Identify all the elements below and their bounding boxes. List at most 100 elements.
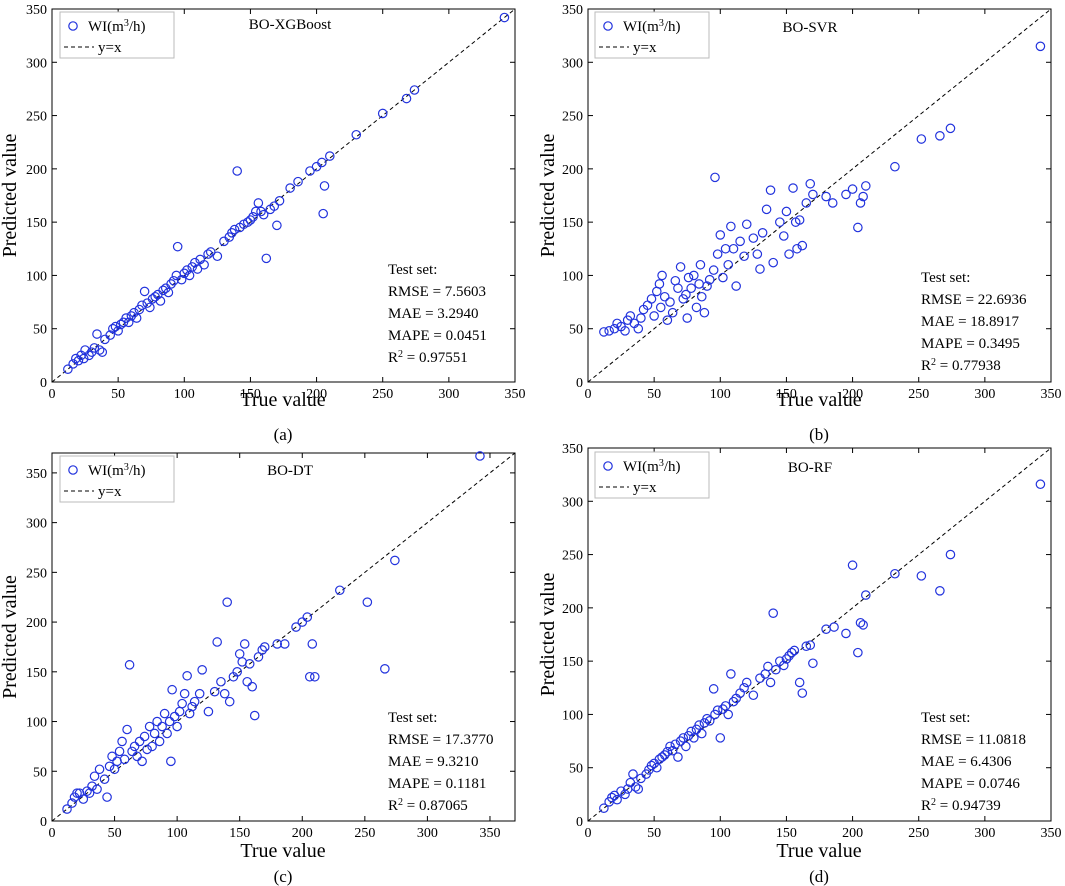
data-point [659,750,670,760]
data-point [166,756,176,767]
data-point [847,184,858,194]
data-point [686,283,696,294]
metric-value: MAPE = 0.0746 [921,776,1020,792]
y-tick-label: 300 [26,517,47,532]
data-point [203,249,213,259]
data-point [821,191,831,202]
panel-d: 0 50 100 150 200 250 300 350 0 50 100 150 200 250 300 3… [537,442,1062,886]
y-tick-label: 350 [26,3,47,18]
plot-frame [51,452,516,822]
panel-caption: (c) [274,867,293,886]
metric-value: MAPE = 0.1181 [388,776,486,792]
data-point [691,302,702,313]
data-point [154,736,165,747]
data-point [179,268,190,279]
data-point [890,161,900,172]
data-point [801,198,812,208]
data-point [142,744,152,755]
data-point [239,639,250,649]
data-point [728,696,739,707]
x-tick-label: 50 [647,387,661,402]
data-point [105,330,116,340]
data-point [87,781,97,791]
x-tick-label: 350 [1041,826,1062,841]
data-point [259,642,270,652]
data-point [158,285,168,296]
x-tick-label: 200 [842,387,863,402]
data-point [739,251,749,262]
data-point [232,166,242,176]
data-point [620,789,630,800]
data-point [761,204,772,215]
data-point [765,185,776,195]
legend-marker [68,21,78,31]
data-point [1035,479,1046,490]
y-axis-label: Predicted value [0,575,21,699]
data-point [155,296,166,306]
x-tick-label: 100 [710,387,731,402]
data-point [916,571,927,581]
data-point [757,228,768,238]
x-tick-label: 200 [842,826,863,841]
data-point [174,706,185,717]
data-point [604,326,614,336]
data-point [279,639,290,649]
metrics-title: Test set: [388,262,437,278]
data-point [272,639,283,649]
data-point [704,716,715,726]
data-point [197,665,207,675]
data-point [646,294,657,304]
y-tick-label: 50 [33,323,47,338]
data-point [715,733,726,743]
data-point [670,739,681,750]
reference-line-y-equals-x [587,8,1052,383]
data-point [890,568,900,579]
legend-label-reference: y=x [98,484,122,500]
data-point [612,794,622,805]
data-point [499,12,510,23]
data-point [682,313,693,323]
metric-value: RMSE = 11.0818 [921,732,1026,748]
data-point [778,231,789,241]
x-tick-label: 50 [111,387,125,402]
data-point [232,667,242,677]
y-tick-label: 250 [562,549,583,564]
data-point [630,782,641,792]
x-tick-label: 300 [974,826,995,841]
data-point [739,682,749,693]
data-point [712,705,723,715]
data-point [681,741,691,752]
y-tick-label: 200 [26,616,47,631]
y-tick-label: 350 [26,467,47,482]
data-point [625,311,636,321]
data-point [258,209,269,220]
data-point [805,640,816,650]
data-point [134,736,145,747]
x-tick-label: 150 [776,387,797,402]
data-point [655,302,666,313]
data-point [778,660,789,671]
data-point [147,741,157,752]
data-point [649,311,659,321]
data-point [234,649,245,659]
data-point [667,307,678,318]
legend-marker [603,461,613,471]
data-point [599,803,609,814]
data-point [771,664,781,675]
x-tick-label: 250 [354,826,375,841]
metric-value: MAPE = 0.0451 [388,328,487,344]
data-point [102,792,112,802]
panel-c: 0 50 100 150 200 250 300 350 0 50 100 150 200 250 300 3… [0,451,516,886]
x-tick-label: 100 [167,826,188,841]
x-axis-label: True value [240,389,325,411]
data-point [182,670,192,681]
data-point [171,270,182,281]
data-point [68,359,78,369]
data-point [176,274,187,285]
metrics-title: Test set: [921,710,970,726]
data-point [665,297,675,307]
data-point [945,123,956,134]
data-point [189,696,200,707]
y-tick-label: 50 [569,762,583,777]
data-point [654,279,665,289]
